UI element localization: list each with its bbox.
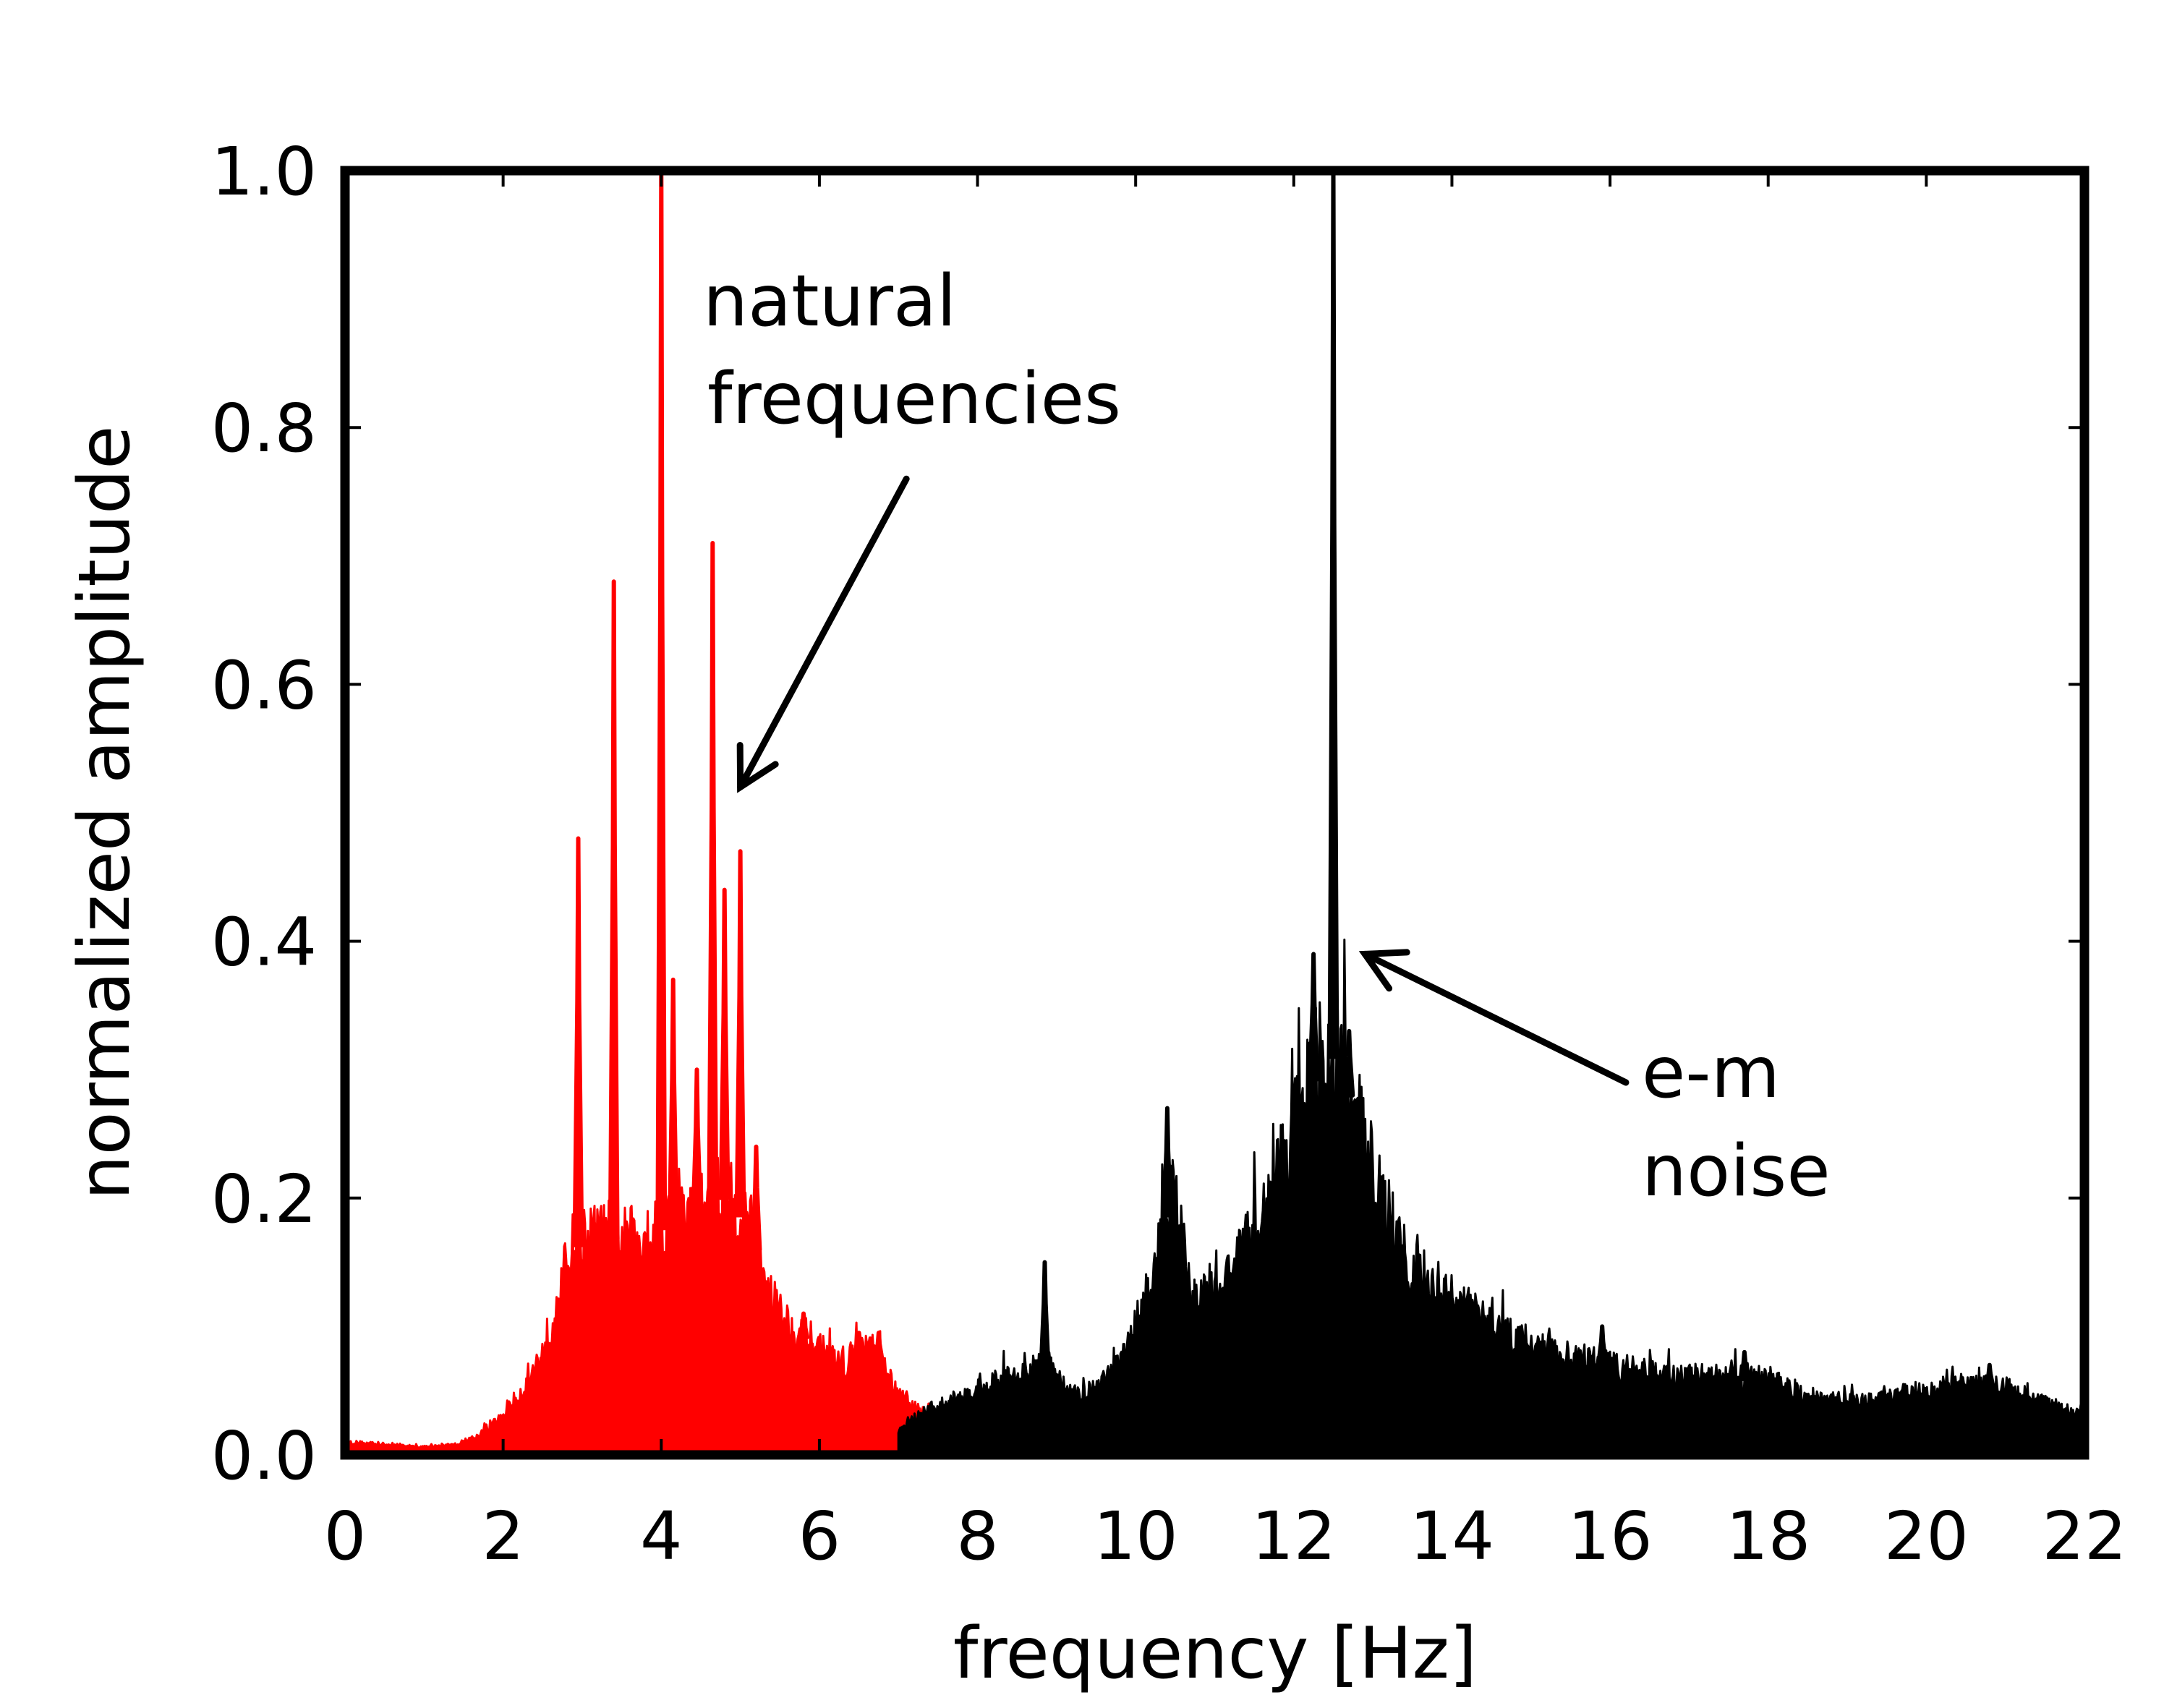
series-peak <box>608 579 620 1241</box>
series-peak <box>873 1331 885 1362</box>
series-peak <box>1983 1362 1995 1389</box>
x-tick-label: 2 <box>482 1498 524 1575</box>
series-peak <box>667 977 679 1227</box>
x-tick-label: 10 <box>1094 1498 1178 1575</box>
series-fill <box>897 939 2086 1456</box>
series-peak <box>853 1331 865 1354</box>
axes-frame <box>340 166 2090 1460</box>
series-peak <box>707 541 719 1207</box>
x-axis-label: frequency [Hz] <box>953 1613 1477 1695</box>
y-tick-label: 1.0 <box>211 133 317 210</box>
series-peak <box>1596 1324 1609 1366</box>
series-e-m-noise <box>897 168 2086 1456</box>
series-peak <box>691 1067 703 1216</box>
annotation-natural-line2: frequencies <box>707 358 1121 440</box>
x-tick-label: 18 <box>1726 1498 1810 1575</box>
series-peak <box>734 849 746 1218</box>
annotation-noise-line2: noise <box>1642 1130 1831 1213</box>
x-tick-label: 4 <box>640 1498 683 1575</box>
series-peak <box>588 1221 600 1242</box>
series-natural-frequencies <box>344 168 1177 1456</box>
series-peak <box>1739 1349 1750 1381</box>
y-axis-label: normalized amplitude <box>64 426 146 1200</box>
arrow-head <box>736 742 779 793</box>
series-peak <box>1343 1028 1355 1098</box>
x-tick-label: 16 <box>1568 1498 1653 1575</box>
x-tick-label: 0 <box>324 1498 367 1575</box>
series-peak <box>750 1144 762 1252</box>
arrow-head <box>1358 949 1410 992</box>
y-tick-label: 0.0 <box>211 1417 317 1495</box>
series-peak <box>718 887 730 1200</box>
x-tick-label: 6 <box>798 1498 841 1575</box>
y-tick-label: 0.8 <box>211 390 317 467</box>
x-tick-label: 20 <box>1884 1498 1969 1575</box>
series-peak <box>655 168 668 1231</box>
series-peak <box>572 836 584 1247</box>
series-layer <box>344 168 2086 1456</box>
series-peak <box>1308 952 1320 1082</box>
x-tick-label: 22 <box>2042 1498 2126 1575</box>
x-tick-label: 8 <box>956 1498 999 1575</box>
series-peak <box>1039 1260 1051 1369</box>
x-tick-label: 12 <box>1251 1498 1336 1575</box>
x-tick-label: 14 <box>1410 1498 1494 1575</box>
y-tick-label: 0.4 <box>211 904 317 981</box>
annotation-noise-line1: e-m <box>1642 1032 1780 1114</box>
y-tick-label: 0.6 <box>211 646 317 724</box>
arrow-shaft <box>737 475 910 790</box>
arrow-layer <box>736 475 1630 1086</box>
series-peak <box>1454 1298 1466 1308</box>
annotation-arrow-1 <box>1358 949 1630 1086</box>
series-peak <box>1162 1106 1173 1218</box>
series-peak <box>798 1311 809 1340</box>
tick-label-layer: 0 2 4 6 8 10 12 14 16 18 20 22 0.0 0.2 0.4 0.6 0.8 1.0 <box>211 133 2127 1575</box>
series-peak <box>1327 168 1339 1059</box>
arrow-shaft <box>1361 950 1630 1086</box>
y-tick-label: 0.2 <box>211 1161 317 1238</box>
annotation-arrow-0 <box>736 475 910 793</box>
annotation-natural-line1: natural <box>703 260 956 343</box>
